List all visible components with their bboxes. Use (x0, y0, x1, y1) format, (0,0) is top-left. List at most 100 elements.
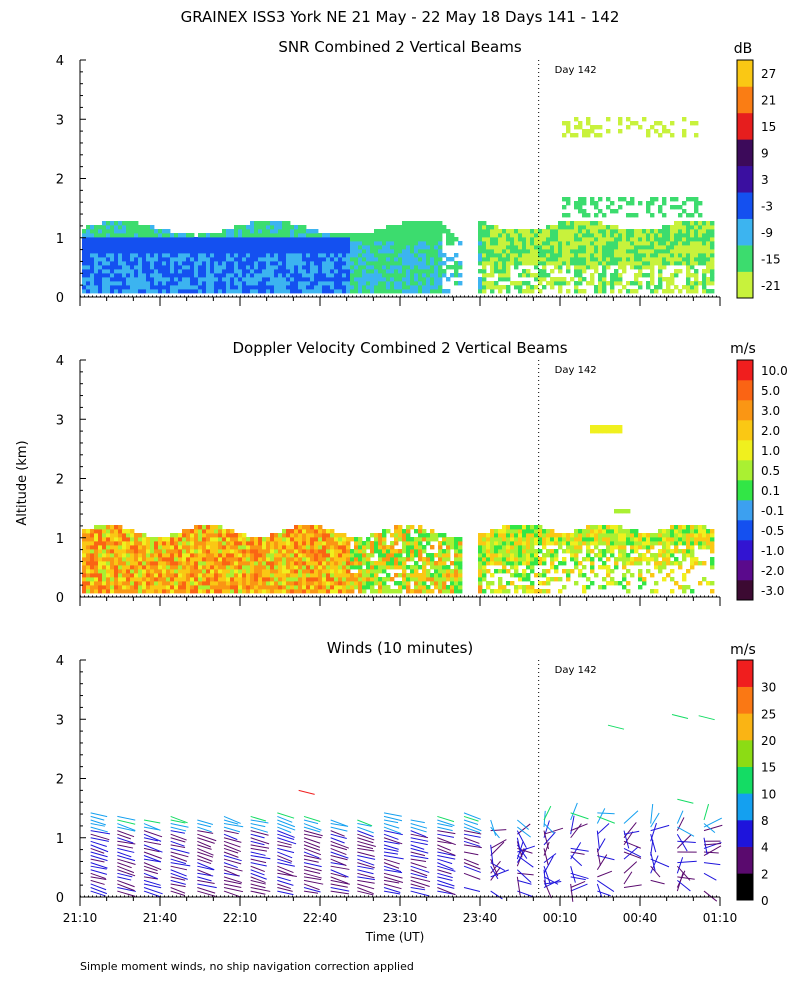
heatmap-cell (290, 533, 295, 538)
heatmap-cell (430, 533, 435, 538)
heatmap-cell (478, 237, 483, 242)
heatmap-cell (382, 545, 387, 550)
heatmap-cell (426, 589, 431, 594)
heatmap-cell (242, 225, 247, 230)
heatmap-cell (586, 121, 591, 126)
heatmap-cell (578, 261, 583, 266)
heatmap-cell (538, 237, 543, 242)
wind-barb (197, 887, 216, 894)
heatmap-cell (134, 237, 139, 242)
heatmap-cell (486, 237, 491, 242)
heatmap-cell (558, 245, 563, 250)
wind-barb (303, 862, 322, 868)
heatmap-cell (630, 265, 635, 270)
heatmap-cell (430, 589, 435, 594)
heatmap-cell (206, 577, 211, 582)
heatmap-cell (386, 529, 391, 534)
heatmap-cell (82, 277, 87, 282)
heatmap-cell (138, 569, 143, 574)
heatmap-cell (538, 249, 543, 254)
heatmap-cell (702, 257, 707, 262)
heatmap-cell (394, 537, 399, 542)
wind-barb (223, 890, 241, 898)
heatmap-cell (598, 221, 603, 226)
wind-barb (410, 844, 425, 850)
heatmap-cell (630, 249, 635, 254)
heatmap-cell (114, 221, 119, 226)
heatmap-cell (174, 269, 179, 274)
heatmap-cell (606, 205, 611, 210)
heatmap-cell (282, 577, 287, 582)
heatmap-cell (186, 557, 191, 562)
heatmap-cell (230, 545, 235, 550)
heatmap-cell (582, 237, 587, 242)
heatmap-cell (226, 529, 231, 534)
heatmap-cell (226, 273, 231, 278)
colorbar-swatch (737, 460, 753, 481)
heatmap-cell (578, 233, 583, 238)
heatmap-cell (310, 281, 315, 286)
heatmap-cell (378, 229, 383, 234)
heatmap-cell (626, 117, 631, 122)
heatmap-cell (682, 201, 687, 206)
heatmap-cell (674, 557, 679, 562)
heatmap-cell (498, 257, 503, 262)
heatmap-cell (494, 265, 499, 270)
heatmap-cell (110, 585, 115, 590)
heatmap-cell (122, 249, 127, 254)
heatmap-cell (202, 573, 207, 578)
heatmap-cell (690, 225, 695, 230)
heatmap-cell (490, 233, 495, 238)
heatmap-cell (586, 553, 591, 558)
heatmap-cell (578, 237, 583, 242)
heatmap-cell (338, 265, 343, 270)
heatmap-cell (494, 553, 499, 558)
wind-barb (330, 837, 345, 844)
heatmap-cell (142, 281, 147, 286)
heatmap-cell (646, 229, 651, 234)
heatmap-cell (542, 245, 547, 250)
heatmap-cell (614, 269, 619, 274)
heatmap-cell (622, 577, 627, 582)
heatmap-cell (586, 225, 591, 230)
heatmap-cell (230, 553, 235, 558)
heatmap-cell (210, 581, 215, 586)
heatmap-cell (614, 281, 619, 286)
heatmap-cell (346, 289, 351, 294)
heatmap-cell (250, 569, 255, 574)
heatmap-cell (162, 557, 167, 562)
heatmap-cell (402, 545, 407, 550)
heatmap-cell (198, 557, 203, 562)
heatmap-cell (342, 541, 347, 546)
heatmap-cell (314, 537, 319, 542)
heatmap-cell (398, 241, 403, 246)
heatmap-cell (194, 565, 199, 570)
heatmap-cell (414, 569, 419, 574)
heatmap-cell (438, 289, 443, 294)
heatmap-cell (570, 257, 575, 262)
heatmap-cell (590, 129, 595, 134)
heatmap-cell (586, 237, 591, 242)
heatmap-cell (286, 261, 291, 266)
heatmap-cell (562, 257, 567, 262)
heatmap-cell (550, 577, 555, 582)
wind-barb (90, 826, 108, 833)
heatmap-cell (86, 241, 91, 246)
heatmap-cell (506, 549, 511, 554)
heatmap-cell (446, 257, 451, 262)
heatmap-cell (642, 241, 647, 246)
heatmap-cell (278, 565, 283, 570)
heatmap-cell (422, 545, 427, 550)
heatmap-cell (626, 281, 631, 286)
heatmap-cell (398, 233, 403, 238)
colorbar-tick-label: -3 (761, 199, 773, 213)
heatmap-cell (410, 525, 415, 530)
heatmap-cell (406, 545, 411, 550)
heatmap-cell (650, 281, 655, 286)
heatmap-cell (362, 281, 367, 286)
heatmap-cell (702, 277, 707, 282)
heatmap-cell (602, 245, 607, 250)
heatmap-cell (674, 249, 679, 254)
heatmap-cell (178, 289, 183, 294)
heatmap-cell (186, 245, 191, 250)
